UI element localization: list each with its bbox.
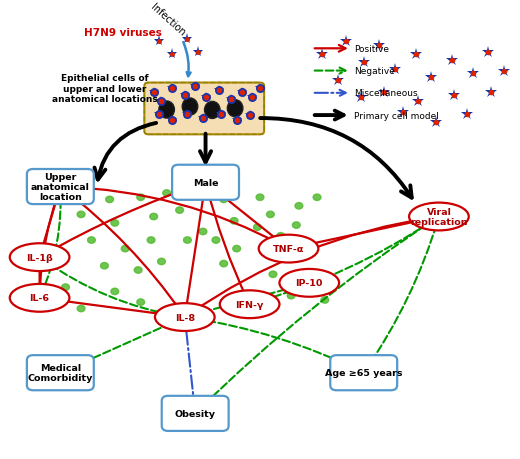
Circle shape (87, 237, 95, 244)
Circle shape (137, 195, 145, 201)
Ellipse shape (279, 269, 339, 297)
Circle shape (100, 263, 108, 269)
Ellipse shape (159, 102, 174, 119)
Circle shape (62, 284, 69, 291)
Circle shape (137, 299, 145, 306)
Circle shape (158, 259, 165, 265)
Circle shape (176, 207, 184, 214)
Circle shape (134, 267, 142, 274)
FancyBboxPatch shape (162, 396, 229, 431)
Ellipse shape (220, 291, 279, 319)
Circle shape (277, 233, 284, 240)
Circle shape (256, 195, 264, 201)
Text: Male: Male (193, 179, 218, 187)
Text: Age ≥65 years: Age ≥65 years (325, 369, 402, 377)
Circle shape (77, 212, 85, 218)
FancyBboxPatch shape (27, 355, 94, 391)
Circle shape (295, 203, 303, 210)
Circle shape (111, 220, 119, 227)
Text: Medical
Comorbidity: Medical Comorbidity (28, 363, 93, 383)
Circle shape (313, 195, 321, 201)
Circle shape (212, 237, 220, 244)
Circle shape (220, 261, 228, 267)
Ellipse shape (10, 244, 69, 271)
Text: H7N9 viruses: H7N9 viruses (84, 28, 162, 39)
Circle shape (254, 224, 261, 231)
Circle shape (150, 214, 158, 220)
Text: Positive: Positive (355, 45, 389, 54)
Text: Upper
anatomical
location: Upper anatomical location (31, 172, 90, 202)
Ellipse shape (204, 102, 220, 119)
Circle shape (163, 190, 171, 197)
Ellipse shape (227, 101, 243, 118)
Circle shape (111, 289, 119, 295)
Ellipse shape (182, 99, 198, 116)
Circle shape (184, 237, 191, 244)
Circle shape (220, 197, 228, 203)
Circle shape (199, 229, 207, 235)
Ellipse shape (155, 303, 215, 331)
Text: Obesity: Obesity (175, 409, 216, 418)
Circle shape (147, 237, 155, 244)
Circle shape (230, 218, 238, 224)
Text: IL-6: IL-6 (30, 294, 49, 302)
Text: IL-8: IL-8 (175, 313, 195, 322)
Circle shape (121, 246, 129, 252)
Circle shape (233, 246, 241, 252)
Text: Primary cell model: Primary cell model (355, 112, 439, 120)
Text: IFN-γ: IFN-γ (236, 300, 264, 309)
Ellipse shape (259, 235, 318, 263)
Circle shape (266, 212, 274, 218)
Ellipse shape (409, 203, 469, 231)
Text: TNF-α: TNF-α (273, 245, 304, 253)
Circle shape (106, 197, 113, 203)
Text: Viral
replication: Viral replication (410, 207, 467, 227)
Circle shape (292, 222, 300, 229)
Text: Epithelial cells of
upper and lower
anatomical locations: Epithelial cells of upper and lower anat… (51, 74, 157, 104)
Circle shape (269, 271, 277, 278)
Text: Miscellaneous: Miscellaneous (355, 89, 418, 98)
FancyBboxPatch shape (27, 170, 94, 205)
Text: Negative: Negative (355, 67, 395, 76)
FancyBboxPatch shape (172, 165, 239, 201)
Circle shape (87, 175, 95, 182)
Text: IP-10: IP-10 (295, 279, 323, 288)
Ellipse shape (10, 284, 69, 312)
Text: IL-1β: IL-1β (26, 253, 53, 262)
FancyBboxPatch shape (145, 84, 264, 135)
Circle shape (287, 293, 295, 299)
Circle shape (321, 297, 329, 303)
FancyBboxPatch shape (330, 355, 397, 391)
Text: Infection: Infection (149, 2, 191, 77)
Circle shape (77, 306, 85, 312)
